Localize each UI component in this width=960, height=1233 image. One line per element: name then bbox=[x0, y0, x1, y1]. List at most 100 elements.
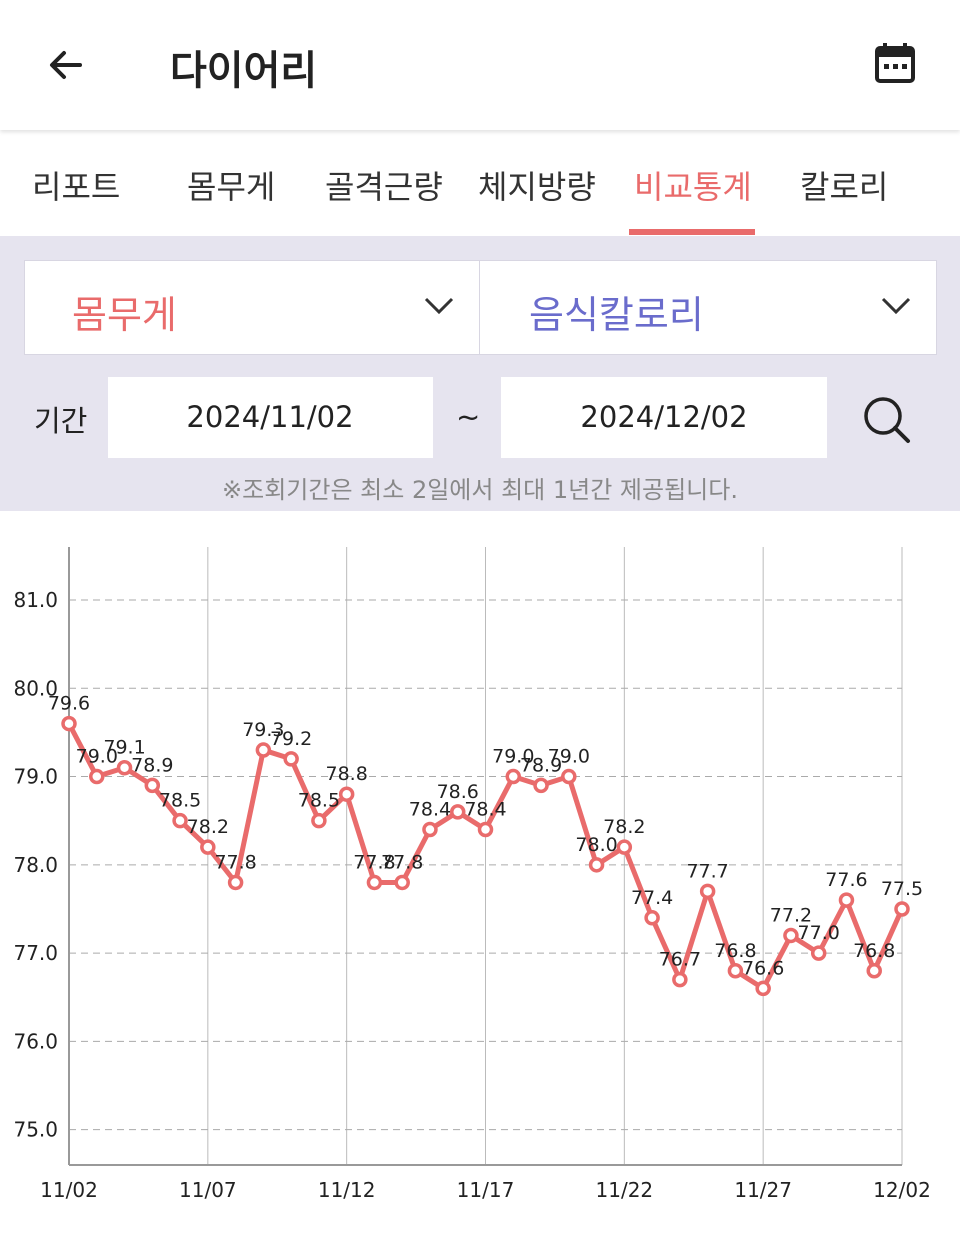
data-label: 79.2 bbox=[270, 728, 312, 750]
x-tick-label: 11/27 bbox=[734, 1178, 792, 1202]
data-label: 79.6 bbox=[48, 693, 90, 715]
data-label: 79.0 bbox=[76, 746, 118, 768]
dropdown-icon bbox=[424, 297, 454, 315]
data-label: 76.6 bbox=[742, 957, 784, 979]
data-point bbox=[338, 786, 355, 802]
tab-bar: 리포트 몸무게 골격근량 체지방량 비교통계 칼로리 bbox=[0, 132, 960, 237]
data-point bbox=[283, 751, 299, 767]
y-tick-label: 80.0 bbox=[13, 676, 58, 700]
date-separator: ~ bbox=[456, 400, 481, 434]
y-tick-label: 79.0 bbox=[13, 765, 58, 789]
data-point bbox=[699, 883, 716, 900]
data-label: 79.3 bbox=[242, 719, 284, 741]
dropdown-icon bbox=[881, 297, 911, 315]
data-label: 78.2 bbox=[603, 816, 645, 838]
data-point bbox=[588, 857, 605, 873]
y-tick-label: 76.0 bbox=[13, 1029, 58, 1053]
data-point bbox=[727, 963, 744, 979]
tab[interactable]: 골격근량 bbox=[325, 168, 443, 206]
data-point bbox=[866, 963, 882, 979]
tab[interactable]: 몸무게 bbox=[187, 168, 276, 206]
data-label: 78.6 bbox=[437, 781, 479, 803]
data-label: 78.8 bbox=[326, 763, 368, 785]
data-label: 77.4 bbox=[631, 887, 673, 909]
data-point bbox=[116, 759, 133, 776]
data-point bbox=[311, 812, 327, 829]
y-tick-label: 75.0 bbox=[13, 1118, 58, 1142]
data-label: 79.0 bbox=[492, 746, 534, 768]
data-point bbox=[89, 768, 105, 785]
data-label: 76.8 bbox=[714, 940, 756, 962]
data-label: 78.9 bbox=[520, 754, 562, 776]
date-box[interactable] bbox=[501, 377, 827, 458]
data-point bbox=[172, 812, 188, 829]
period-note: ※조회기간은 최소 2일에서 최대 1년간 제공됩니다. bbox=[222, 476, 738, 504]
data-label: 78.5 bbox=[159, 790, 201, 812]
x-tick-label: 12/02 bbox=[873, 1178, 931, 1202]
data-label: 76.7 bbox=[659, 949, 701, 971]
selector-text: 음식칼로리 bbox=[529, 293, 704, 337]
data-label: 78.9 bbox=[131, 754, 173, 776]
x-tick-label: 11/17 bbox=[457, 1178, 515, 1202]
top-bar: 다이어리 bbox=[0, 0, 960, 130]
data-label: 77.0 bbox=[798, 922, 840, 944]
data-point bbox=[255, 742, 272, 758]
selector-box[interactable] bbox=[24, 260, 480, 355]
tab[interactable]: 체지방량 bbox=[478, 168, 596, 206]
data-label: 79.1 bbox=[103, 737, 145, 759]
data-label: 77.2 bbox=[770, 904, 812, 926]
data-label: 78.0 bbox=[575, 834, 617, 856]
data-label: 78.4 bbox=[464, 799, 506, 821]
selector-box[interactable] bbox=[479, 260, 937, 355]
date-box[interactable] bbox=[108, 377, 433, 458]
data-label: 77.8 bbox=[353, 851, 395, 873]
x-tick-label: 11/07 bbox=[179, 1178, 237, 1202]
data-point bbox=[394, 874, 410, 891]
data-point bbox=[200, 839, 216, 855]
data-point bbox=[477, 821, 494, 838]
page-title: 다이어리 bbox=[170, 48, 318, 94]
data-point bbox=[838, 892, 855, 908]
tab[interactable]: 칼로리 bbox=[800, 168, 889, 206]
data-label: 77.8 bbox=[381, 851, 423, 873]
data-point bbox=[144, 777, 161, 794]
search-button[interactable] bbox=[862, 396, 912, 444]
data-label: 78.2 bbox=[187, 816, 229, 838]
data-point bbox=[505, 768, 522, 785]
data-point bbox=[61, 715, 77, 732]
data-point bbox=[449, 804, 466, 820]
start-date: 2024/11/02 bbox=[186, 400, 354, 434]
calendar-button[interactable] bbox=[874, 42, 916, 84]
x-tick-label: 11/02 bbox=[40, 1178, 98, 1202]
data-label: 77.8 bbox=[214, 851, 256, 873]
data-label: 77.6 bbox=[825, 869, 867, 891]
data-point bbox=[810, 945, 827, 961]
data-point bbox=[755, 980, 771, 997]
data-label: 78.5 bbox=[298, 790, 340, 812]
back-button[interactable] bbox=[48, 48, 84, 82]
period-label: 기간 bbox=[34, 404, 88, 438]
chart: 11/02 11/07 11/12 11/17 11/22 11/27 12/02 75.0 7… bbox=[13, 547, 931, 1202]
tab-active[interactable]: 비교통계 bbox=[634, 168, 752, 206]
data-point bbox=[422, 821, 438, 838]
y-tick-label: 78.0 bbox=[13, 853, 58, 877]
x-tick-label: 11/22 bbox=[596, 1178, 654, 1202]
data-label: 77.5 bbox=[881, 878, 923, 900]
data-point bbox=[644, 910, 660, 926]
x-tick-label: 11/12 bbox=[318, 1178, 376, 1202]
y-tick-label: 77.0 bbox=[13, 941, 58, 965]
selector-text: 몸무게 bbox=[72, 293, 177, 337]
data-point bbox=[783, 927, 799, 944]
tab[interactable]: 리포트 bbox=[32, 168, 121, 206]
data-label: 79.0 bbox=[548, 746, 590, 768]
data-point bbox=[894, 901, 910, 917]
data-point bbox=[616, 839, 633, 855]
data-label: 78.4 bbox=[409, 799, 451, 821]
y-tick-label: 81.0 bbox=[13, 588, 58, 612]
end-date: 2024/12/02 bbox=[580, 400, 748, 434]
data-point bbox=[533, 777, 549, 794]
data-point bbox=[672, 971, 688, 988]
data-point bbox=[561, 768, 577, 785]
data-label: 76.8 bbox=[853, 940, 895, 962]
